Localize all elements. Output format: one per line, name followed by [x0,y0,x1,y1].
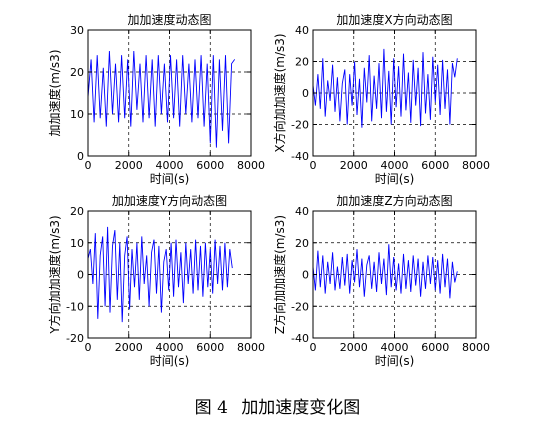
series-line [312,48,458,128]
x-tick-label: 4000 [381,341,409,354]
y-tick-label: 30 [70,24,84,37]
y-tick-label: 20 [70,66,84,79]
x-axis-label: 时间(s) [375,172,415,186]
x-tick-label: 6000 [421,159,449,172]
x-tick-label: 6000 [196,341,224,354]
y-tick-label: 0 [77,269,84,282]
x-tick-label: 4000 [156,341,184,354]
y-axis-label: Z方向加加速度(m/s3) [272,215,287,334]
chart-title: 加加速度X方向动态图 [336,12,452,27]
y-tick-label: -20 [291,119,309,132]
chart-jerk-z: 0 2000 4000 6000 8000 -40 -20 0 20 40 加加速度Z方向动态图时间… [272,193,490,368]
x-tick-label: 4000 [156,159,184,172]
x-tick-label: 0 [85,159,92,172]
chart-jerk-y: 0 2000 4000 6000 8000 -20 -10 0 10 20 加加速度Y方向动态图时间… [47,193,265,368]
y-tick-label: -40 [291,332,309,345]
x-axis-label: 时间(s) [150,172,190,186]
chart-title: 加加速度动态图 [127,12,211,27]
x-tick-label: 0 [310,341,317,354]
y-tick-label: -40 [291,150,309,163]
y-axis-label: X方向加加速度(m/s3) [272,33,287,152]
chart-jerk-x: 0 2000 4000 6000 8000 -40 -20 0 20 40 加加速度X方向动态图时间… [272,12,490,186]
y-tick-label: 20 [295,237,309,250]
y-tick-label: 40 [295,205,309,218]
y-tick-label: 0 [77,150,84,163]
x-tick-label: 0 [310,159,317,172]
x-tick-label: 2000 [340,341,368,354]
series-line [87,226,233,323]
y-axis-label: Y方向加加速度(m/s3) [47,215,62,334]
y-axis-label: 加加速度(m/s3) [47,50,62,137]
x-tick-label: 8000 [462,159,490,172]
y-tick-label: 0 [302,269,309,282]
x-tick-label: 2000 [340,159,368,172]
x-axis-label: 时间(s) [375,354,415,368]
y-tick-label: 10 [70,108,84,121]
x-tick-label: 2000 [115,341,143,354]
chart-title: 加加速度Y方向动态图 [112,193,227,208]
x-tick-label: 4000 [381,159,409,172]
y-tick-label: -10 [66,300,84,313]
series-line [87,50,236,148]
figure: 0 2000 4000 6000 80000102030加加速度动态图时间(s)加加速度… [47,12,490,368]
x-tick-label: 8000 [462,341,490,354]
y-tick-label: -20 [66,332,84,345]
chart-title: 加加速度Z方向动态图 [336,193,452,208]
x-tick-label: 8000 [237,341,265,354]
caption-text: 加加速度变化图 [241,398,361,418]
y-tick-label: 10 [70,237,84,250]
y-tick-label: 40 [295,24,309,37]
y-tick-label: 20 [295,56,309,69]
x-tick-label: 0 [85,341,92,354]
figure-caption: 图 4 加加速度变化图 [0,393,555,418]
x-tick-label: 6000 [196,159,224,172]
y-tick-label: 20 [70,205,84,218]
x-axis-label: 时间(s) [150,354,190,368]
x-tick-label: 8000 [237,159,265,172]
caption-prefix: 图 4 [194,398,228,418]
y-tick-label: 0 [302,87,309,100]
x-tick-label: 2000 [115,159,143,172]
x-tick-label: 6000 [421,341,449,354]
y-tick-label: -20 [291,300,309,313]
series-line [312,244,458,299]
